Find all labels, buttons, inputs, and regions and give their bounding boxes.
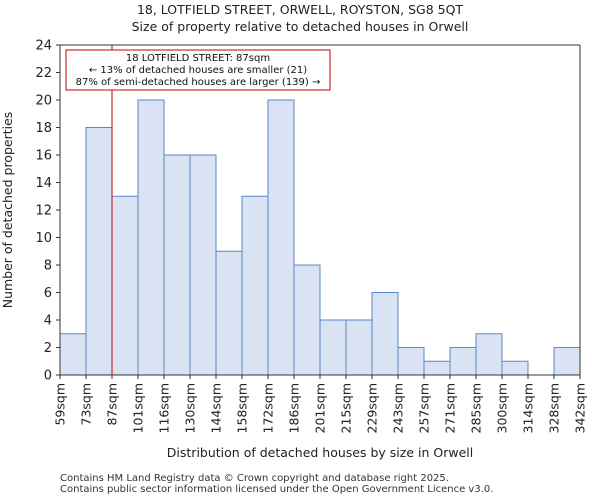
footer-copyright: Contains HM Land Registry data © Crown c…: [60, 473, 449, 484]
y-axis-label: Number of detached properties: [0, 112, 15, 309]
y-tick-label: 24: [35, 39, 52, 54]
x-tick-label: 172sqm: [261, 383, 276, 433]
y-tick-label: 16: [35, 149, 52, 164]
bar: [59, 333, 87, 376]
annotation-line: 87% of semi-detached houses are larger (…: [76, 77, 321, 88]
x-tick-label: 201sqm: [313, 383, 328, 433]
bar: [475, 333, 503, 376]
x-tick-label: 144sqm: [209, 383, 224, 433]
bar: [137, 99, 165, 376]
x-tick-label: 215sqm: [339, 383, 354, 433]
bar: [345, 319, 373, 376]
x-tick-label: 73sqm: [79, 383, 94, 426]
x-tick-label: 300sqm: [495, 383, 510, 433]
annotation-box: [65, 49, 331, 91]
footer-licence: Contains public sector information licen…: [60, 484, 494, 495]
bar: [371, 292, 399, 376]
y-tick-label: 2: [44, 341, 52, 356]
x-tick-label: 342sqm: [573, 383, 588, 433]
x-tick-label: 243sqm: [391, 383, 406, 433]
bar: [189, 154, 217, 376]
bar: [397, 347, 425, 376]
chart-subtitle: Size of property relative to detached ho…: [131, 19, 469, 34]
x-tick-label: 101sqm: [131, 383, 146, 433]
y-tick-label: 10: [35, 231, 52, 246]
annotation-line: ← 13% of detached houses are smaller (21…: [89, 65, 307, 76]
annotation-line: 18 LOTFIELD STREET: 87sqm: [126, 53, 270, 64]
bar: [111, 195, 139, 376]
x-tick-label: 271sqm: [443, 383, 458, 433]
bar: [319, 319, 347, 376]
bar: [423, 360, 451, 376]
y-tick-label: 20: [35, 94, 52, 109]
y-tick-label: 4: [44, 314, 52, 329]
x-tick-label: 285sqm: [469, 383, 484, 433]
y-tick-label: 12: [35, 204, 52, 219]
x-tick-label: 87sqm: [105, 383, 120, 426]
y-tick-label: 6: [44, 286, 52, 301]
bar: [267, 99, 295, 376]
bar: [501, 360, 529, 376]
x-tick-label: 314sqm: [521, 383, 536, 433]
chart-title: 18, LOTFIELD STREET, ORWELL, ROYSTON, SG…: [136, 2, 464, 17]
bar: [163, 154, 191, 376]
bar: [215, 250, 243, 376]
x-tick-label: 59sqm: [53, 383, 68, 426]
bar: [85, 127, 113, 376]
y-tick-label: 14: [35, 176, 52, 191]
bar: [449, 347, 477, 376]
bar: [241, 195, 269, 376]
x-tick-label: 229sqm: [365, 383, 380, 433]
x-tick-label: 158sqm: [235, 383, 250, 433]
bar: [553, 347, 581, 376]
x-tick-label: 257sqm: [417, 383, 432, 433]
x-tick-label: 186sqm: [287, 383, 302, 433]
y-tick-label: 0: [44, 369, 52, 384]
y-tick-label: 22: [35, 66, 52, 81]
x-tick-label: 130sqm: [183, 383, 198, 433]
bar: [293, 264, 321, 376]
y-tick-label: 18: [35, 121, 52, 136]
y-tick-label: 8: [44, 259, 52, 274]
x-tick-label: 116sqm: [157, 383, 172, 433]
x-tick-label: 328sqm: [547, 383, 562, 433]
x-axis-label: Distribution of detached houses by size …: [167, 445, 473, 460]
